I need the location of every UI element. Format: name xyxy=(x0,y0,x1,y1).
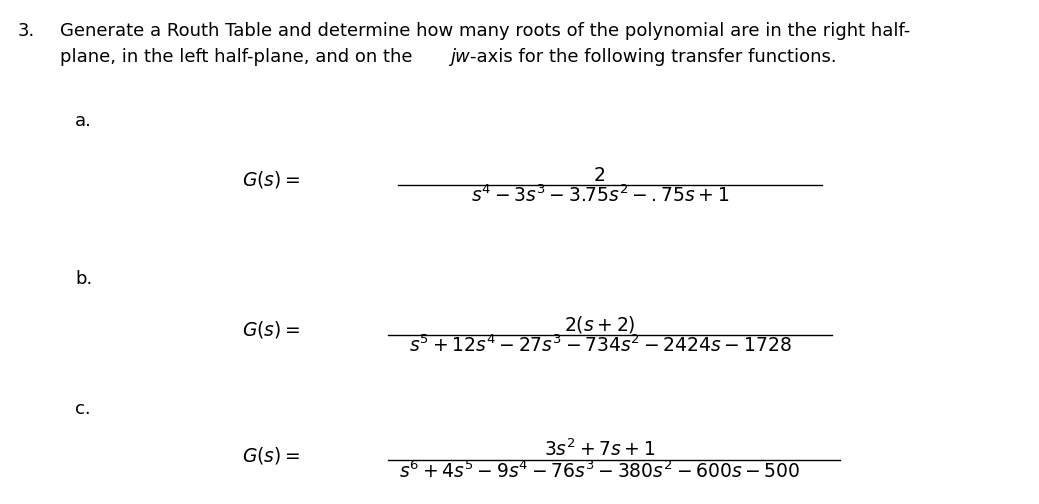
Text: plane, in the left half-plane, and on the: plane, in the left half-plane, and on th… xyxy=(60,48,419,66)
Text: $G(s) =$: $G(s) =$ xyxy=(242,169,300,191)
Text: jw: jw xyxy=(450,48,470,66)
Text: b.: b. xyxy=(75,270,92,288)
Text: 2: 2 xyxy=(594,166,606,185)
Text: Generate a Routh Table and determine how many roots of the polynomial are in the: Generate a Routh Table and determine how… xyxy=(60,22,910,40)
Text: $G(s) =$: $G(s) =$ xyxy=(242,320,300,341)
Text: $G(s) =$: $G(s) =$ xyxy=(242,445,300,466)
Text: $s^4 - 3s^3 - 3.75s^2 - .75s + 1$: $s^4 - 3s^3 - 3.75s^2 - .75s + 1$ xyxy=(471,185,729,207)
Text: -axis for the following transfer functions.: -axis for the following transfer functio… xyxy=(470,48,836,66)
Text: c.: c. xyxy=(75,400,90,418)
Text: $2(s + 2)$: $2(s + 2)$ xyxy=(564,314,636,335)
Text: $s^5 + 12s^4 - 27s^3 - 734s^2 - 2424s - 1728$: $s^5 + 12s^4 - 27s^3 - 734s^2 - 2424s - … xyxy=(408,335,792,356)
Text: a.: a. xyxy=(75,112,91,130)
Text: $3s^2 + 7s + 1$: $3s^2 + 7s + 1$ xyxy=(544,438,656,460)
Text: $s^6 + 4s^5 - 9s^4 - 76s^3 - 380s^2 - 600s - 500$: $s^6 + 4s^5 - 9s^4 - 76s^3 - 380s^2 - 60… xyxy=(399,460,801,481)
Text: 3.: 3. xyxy=(18,22,35,40)
